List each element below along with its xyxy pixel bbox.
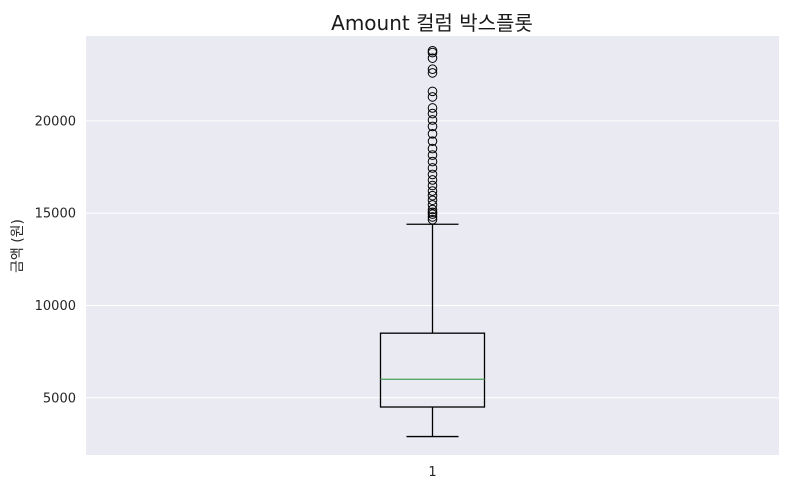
y-tick-label: 20000 [35,114,76,129]
outlier-point [427,212,438,222]
outlier-point [427,207,438,218]
outlier-points [427,45,438,225]
outlier-point [427,150,438,160]
outlier-point [427,175,438,185]
outlier-point [427,86,438,97]
outlier-point [427,204,438,215]
outlier-point [427,136,438,147]
x-tick-label: 1 [428,465,436,480]
outlier-point [427,195,438,206]
outlier-point [427,163,438,173]
outlier-point [427,156,438,167]
y-axis-label: 금액 (원) [10,219,26,273]
outlier-point [427,186,438,196]
outlier-point [427,53,438,63]
outlier-point [427,180,438,191]
x-axis: 1 [428,465,436,480]
outlier-point [427,190,438,201]
outlier-point [427,92,438,102]
outlier-point [427,45,438,56]
y-axis: 5000 10000 15000 20000 [35,114,76,406]
outlier-point [427,129,438,139]
outlier-point [427,103,438,113]
outlier-point [427,108,438,119]
outlier-point [427,143,438,154]
outlier-point [427,121,438,132]
box-plot [379,223,486,438]
outlier-point [427,68,438,78]
outlier-point [427,115,438,125]
chart-title: Amount 컬럼 박스플롯 [331,11,533,35]
y-tick-label: 5000 [43,391,76,406]
iqr-box [379,332,486,408]
y-tick-label: 10000 [35,299,76,314]
outlier-point [427,214,438,225]
y-tick-label: 15000 [35,207,76,222]
outlier-point [427,169,438,180]
outlier-point [427,64,438,75]
outlier-point [427,200,438,210]
